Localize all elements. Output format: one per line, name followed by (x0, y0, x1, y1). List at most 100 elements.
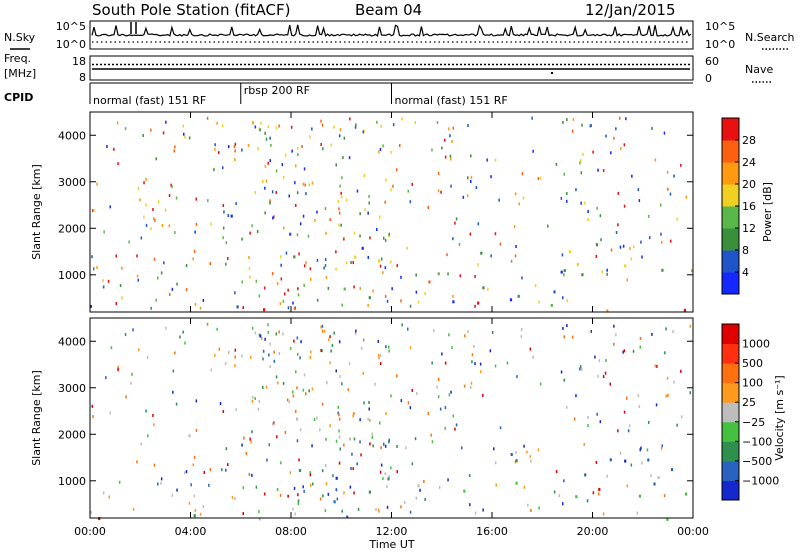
heatmap-cell (463, 384, 466, 388)
noise-right-tick-top: 10^5 (705, 20, 735, 33)
heatmap-cell (279, 493, 282, 497)
heatmap-cell (271, 272, 274, 276)
heatmap-cell (343, 136, 346, 140)
heatmap-cell (580, 171, 583, 175)
heatmap-cell (647, 458, 650, 462)
heatmap-cell (385, 345, 387, 349)
heatmap-cell (382, 271, 384, 275)
heatmap-cell (163, 261, 165, 265)
heatmap-cell (566, 118, 568, 122)
heatmap-cell (550, 303, 553, 307)
heatmap-cell (384, 266, 387, 270)
y-tick-label: 2000 (58, 428, 86, 441)
heatmap-cell (339, 447, 341, 451)
heatmap-cell (555, 162, 558, 166)
heatmap-cell (293, 339, 295, 343)
heatmap-cell (619, 451, 622, 455)
heatmap-cell (444, 406, 447, 410)
heatmap-cell (409, 200, 412, 204)
heatmap-cell (357, 507, 360, 511)
heatmap-cell (379, 148, 382, 151)
heatmap-cell (132, 328, 134, 332)
heatmap-cell (202, 299, 205, 302)
heatmap-cell (321, 324, 324, 328)
heatmap-cell (102, 279, 104, 283)
heatmap-cell (656, 364, 658, 368)
heatmap-cell (261, 337, 263, 340)
heatmap-cell (649, 236, 651, 240)
heatmap-cell (648, 214, 650, 218)
heatmap-cell (228, 351, 230, 355)
heatmap-cell (590, 124, 592, 127)
heatmap-cell (427, 412, 429, 415)
heatmap-cell (324, 264, 327, 267)
heatmap-cell (447, 478, 449, 482)
heatmap-cell (250, 440, 252, 444)
heatmap-cell (333, 125, 335, 129)
heatmap-cell (589, 124, 592, 128)
heatmap-cell (176, 282, 178, 286)
heatmap-cell (515, 459, 518, 463)
heatmap-cell (322, 494, 324, 498)
heatmap-cell (325, 276, 328, 280)
heatmap-cell (161, 224, 164, 227)
heatmap-cell (248, 267, 251, 271)
heatmap-cell (562, 502, 564, 506)
heatmap-cell (661, 444, 663, 448)
heatmap-cell (613, 342, 615, 346)
heatmap-cell (275, 332, 278, 336)
heatmap-cell (293, 255, 296, 259)
heatmap-cell (316, 298, 319, 302)
heatmap-cell (676, 217, 678, 221)
heatmap-cell (143, 215, 145, 219)
heatmap-cell (369, 418, 371, 422)
heatmap-cell (666, 170, 669, 174)
heatmap-cell (363, 401, 365, 405)
heatmap-cell (384, 294, 387, 298)
heatmap-cell (609, 382, 611, 386)
heatmap-cell (665, 327, 667, 331)
heatmap-cell (387, 477, 390, 481)
heatmap-cell (638, 494, 641, 498)
power-y-axis: 1000 2000 3000 4000 (58, 129, 693, 282)
heatmap-cell (195, 222, 198, 226)
heatmap-cell (428, 280, 431, 284)
heatmap-cell (262, 349, 265, 353)
heatmap-cell (409, 406, 412, 410)
colorbar-tick-label: −500 (742, 455, 772, 468)
heatmap-cell (280, 263, 282, 267)
heatmap-cell (284, 153, 287, 157)
heatmap-cell (566, 324, 568, 328)
heatmap-cell (309, 135, 311, 139)
heatmap-cell (437, 171, 440, 175)
heatmap-cell (195, 428, 198, 432)
heatmap-cell (597, 492, 600, 496)
heatmap-cell (340, 191, 342, 195)
colorbar-tick-label: 28 (742, 134, 756, 147)
heatmap-cell (515, 451, 517, 454)
heatmap-cell (376, 120, 378, 124)
heatmap-cell (685, 195, 688, 199)
heatmap-cell (296, 417, 299, 421)
heatmap-cell (297, 153, 299, 157)
heatmap-cell (582, 153, 584, 157)
heatmap-cell (184, 135, 186, 139)
heatmap-cell (338, 134, 341, 138)
heatmap-cell (329, 218, 331, 222)
heatmap-cell (360, 453, 362, 457)
heatmap-cell (110, 346, 113, 350)
heatmap-cell (276, 435, 278, 439)
colorbar-tick-label: 20 (742, 178, 756, 191)
heatmap-cell (96, 182, 98, 186)
heatmap-cell (146, 355, 149, 359)
heatmap-cell (479, 362, 482, 366)
heatmap-cell (298, 458, 300, 462)
heatmap-cell (639, 337, 642, 340)
heatmap-cell (249, 437, 251, 441)
heatmap-cell (606, 272, 608, 276)
heatmap-cell (353, 285, 355, 289)
colorbar-tick-label: 4 (742, 266, 749, 279)
heatmap-cell (176, 488, 178, 492)
heatmap-cell (227, 257, 229, 261)
heatmap-cell (468, 474, 471, 477)
